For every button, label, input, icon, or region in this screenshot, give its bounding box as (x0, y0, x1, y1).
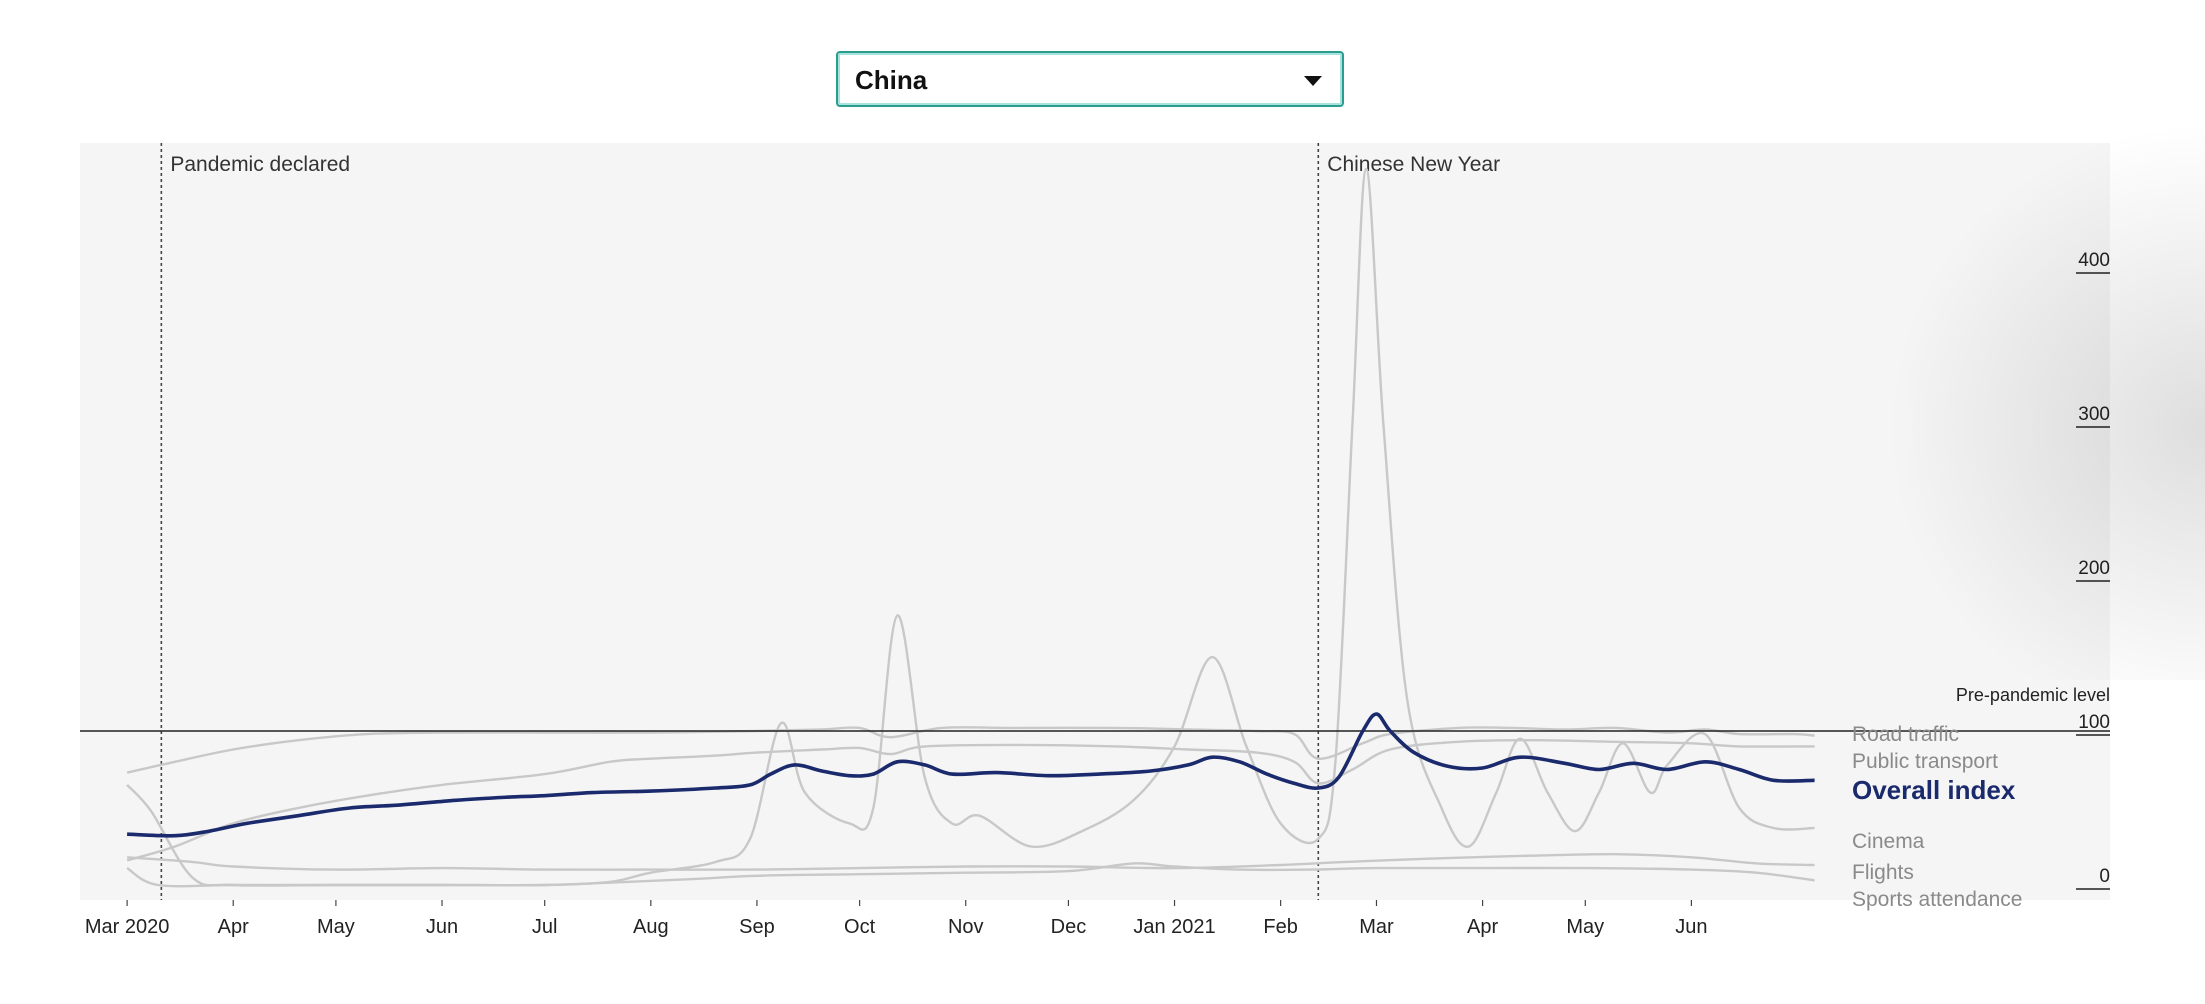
series-label-flights: Flights (1852, 861, 1914, 884)
x-tick-label: May (1566, 916, 1604, 938)
series-label-cinema: Cinema (1852, 830, 1925, 853)
x-tick-label: Oct (844, 916, 876, 938)
triangle-down-icon (1304, 76, 1322, 86)
country-dropdown[interactable]: China (836, 51, 1344, 107)
series-label-public-transport: Public transport (1852, 750, 1998, 773)
series-line-public-transport (126, 738, 1815, 862)
x-tick-label: Jun (1675, 916, 1707, 938)
series-line-road-traffic (126, 726, 1815, 774)
x-tick-label: Jan 2021 (1133, 916, 1215, 938)
series-line-cinema (126, 167, 1815, 887)
x-tick-label: Nov (948, 916, 984, 938)
event-label: Pandemic declared (170, 153, 350, 176)
country-dropdown-value: China (855, 65, 928, 95)
y-tick-label: 100 (2078, 712, 2110, 733)
y-tick-label: 200 (2078, 558, 2110, 579)
x-tick-label: Jul (532, 916, 558, 938)
x-tick-label: Mar 2020 (85, 916, 170, 938)
x-tick-label: Jun (426, 916, 458, 938)
x-tick-label: Feb (1263, 916, 1297, 938)
event-label: Chinese New Year (1327, 153, 1500, 176)
x-tick-label: Mar (1359, 916, 1394, 938)
series-line-flights (127, 852, 1815, 871)
series-label-overall-index: Overall index (1852, 775, 2016, 805)
plot-background (80, 143, 2110, 900)
x-tick-label: Apr (1467, 916, 1498, 938)
series-label-sports-attendance: Sports attendance (1852, 888, 2022, 911)
x-tick-label: Aug (633, 916, 669, 938)
y-tick-label: 400 (2078, 250, 2110, 271)
x-tick-label: Dec (1051, 916, 1087, 938)
y-tick-label: 0 (2099, 866, 2110, 887)
x-tick-label: Apr (218, 916, 249, 938)
series-line-sports-attendance (126, 862, 1815, 888)
reference-line-label: Pre-pandemic level (1956, 685, 2110, 705)
series-label-road-traffic: Road traffic (1852, 723, 1959, 746)
x-tick-label: Sep (739, 916, 775, 938)
series-line-overall-index (127, 712, 1815, 838)
y-tick-label: 300 (2078, 404, 2110, 425)
x-tick-label: May (317, 916, 355, 938)
